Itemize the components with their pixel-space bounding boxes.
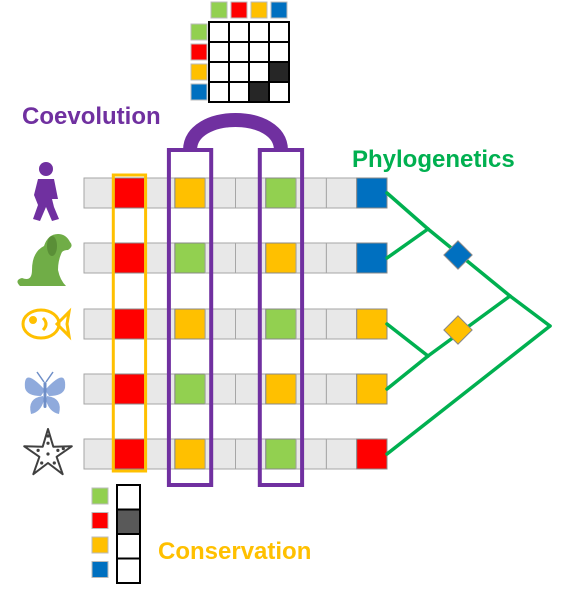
alignment-cell	[325, 242, 358, 274]
alignment-cell	[174, 373, 206, 405]
conservation-cell	[116, 557, 141, 584]
alignment-cell	[265, 438, 297, 470]
legend-swatch-bottom	[91, 512, 109, 529]
phylogenetics-label: Phylogenetics	[352, 146, 515, 173]
alignment-cell	[356, 438, 388, 470]
tree-branch	[385, 227, 430, 260]
conservation-cell	[116, 508, 141, 535]
matrix-cell	[268, 61, 290, 83]
coevolution-outline	[257, 148, 305, 487]
alignment-cell	[356, 373, 388, 405]
conservation-cell	[116, 484, 141, 511]
alignment-cell	[325, 308, 358, 340]
legend-swatch-side	[190, 43, 208, 61]
coevolution-label: Coevolution	[22, 103, 161, 130]
matrix-cell	[228, 41, 250, 63]
alignment-cell	[174, 438, 206, 470]
legend-swatch-bottom	[91, 487, 109, 505]
matrix-cell	[248, 61, 270, 83]
phylogenetic-tree	[385, 191, 552, 456]
alignment-cell	[113, 308, 146, 340]
alignment-cell	[113, 242, 146, 274]
matrix-cell	[248, 81, 270, 103]
matrix-cell	[268, 41, 290, 63]
alignment-cell	[325, 438, 358, 470]
alignment-cell	[325, 373, 358, 405]
alignment-cell	[83, 308, 115, 340]
alignment-cell	[113, 438, 146, 470]
matrix-cell	[248, 21, 270, 43]
coevolution-matrix	[190, 1, 290, 103]
tree-branch	[385, 354, 430, 391]
coevolution-outline	[166, 148, 214, 487]
starfish-icon	[23, 428, 73, 476]
matrix-cell	[208, 81, 230, 103]
legend-swatch-bottom	[91, 561, 109, 578]
alignment-cell	[83, 438, 115, 470]
legend-swatch-top	[210, 1, 228, 19]
matrix-cell	[228, 81, 250, 103]
matrix-cell	[208, 21, 230, 43]
coevolution-arch	[183, 113, 288, 152]
matrix-cell	[228, 21, 250, 43]
conservation-outline	[111, 173, 148, 473]
legend-swatch-top	[230, 1, 248, 19]
tree-branch	[426, 294, 512, 358]
matrix-cell	[248, 41, 270, 63]
alignment-cell	[265, 242, 297, 274]
legend-swatch-top	[270, 1, 288, 19]
column-highlights	[111, 148, 305, 487]
alignment-cell	[325, 177, 358, 209]
alignment-cell	[174, 242, 206, 274]
legend-swatch-bottom	[91, 536, 109, 554]
sequence-alignment	[83, 177, 388, 470]
conservation-matrix	[91, 484, 141, 584]
butterfly-icon	[24, 371, 66, 414]
alignment-cell	[113, 177, 146, 209]
coevolution-arc	[183, 113, 288, 152]
matrix-cell	[208, 61, 230, 83]
alignment-cell	[83, 242, 115, 274]
alignment-cell	[356, 308, 388, 340]
legend-swatch-side	[190, 83, 208, 101]
matrix-cell	[268, 81, 290, 103]
tree-branch	[385, 322, 430, 358]
alignment-cell	[83, 177, 115, 209]
tree-marker-yellow	[443, 315, 473, 345]
species-icons	[17, 162, 73, 476]
alignment-cell	[356, 177, 388, 209]
tree-branch	[508, 294, 552, 328]
alignment-cell	[265, 177, 297, 209]
matrix-cell	[228, 61, 250, 83]
alignment-cell	[174, 177, 206, 209]
tree-branch	[385, 191, 430, 231]
fish-icon	[21, 307, 72, 341]
legend-swatch-side	[190, 23, 208, 41]
alignment-cell	[356, 242, 388, 274]
alignment-cell	[83, 373, 115, 405]
alignment-cell	[113, 373, 146, 405]
matrix-cell	[268, 21, 290, 43]
dog-icon	[17, 234, 72, 286]
conservation-label: Conservation	[158, 538, 311, 565]
conservation-cell	[116, 533, 141, 560]
tree-marker-blue	[443, 240, 473, 270]
alignment-cell	[174, 308, 206, 340]
alignment-cell	[265, 373, 297, 405]
alignment-cell	[265, 308, 297, 340]
matrix-cell	[208, 41, 230, 63]
person-icon	[33, 162, 59, 221]
legend-swatch-side	[190, 63, 208, 81]
tree-branch	[385, 324, 552, 456]
tree-branch	[426, 227, 512, 298]
legend-swatch-top	[250, 1, 268, 19]
